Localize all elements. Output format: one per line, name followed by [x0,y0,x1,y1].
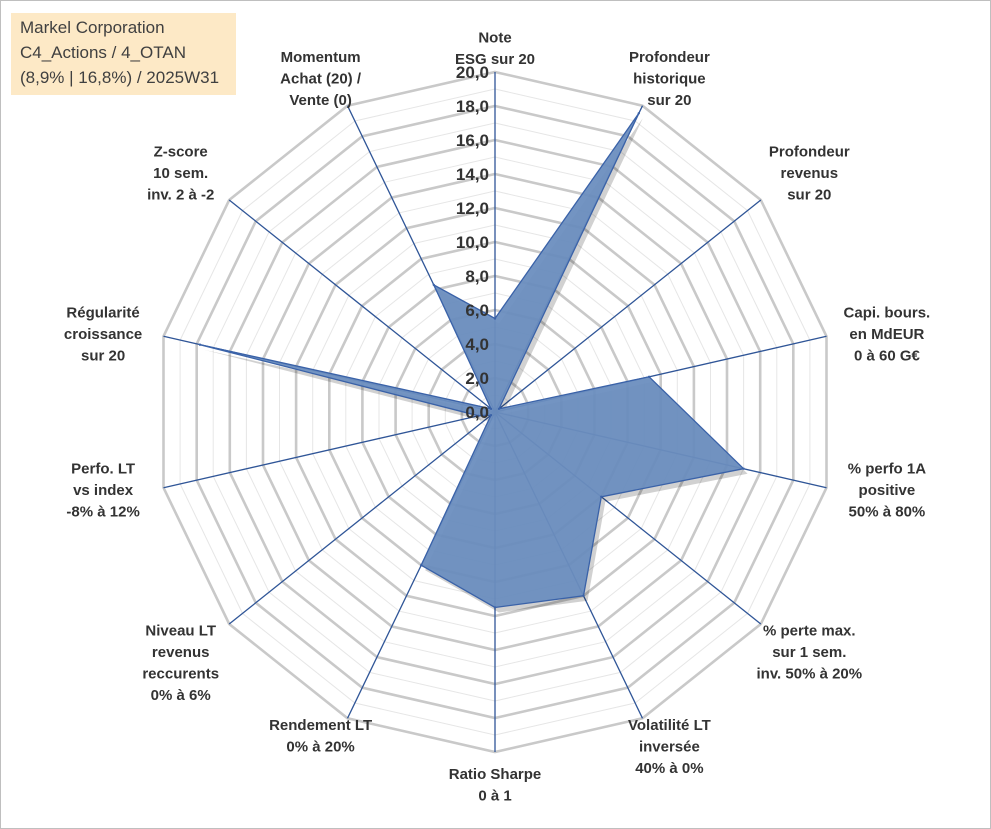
axis-label: Régularité croissance sur 20 [64,305,142,365]
data-point [647,375,651,378]
company-name: Markel Corporation [20,18,165,37]
axis-label: Z-score 10 sem. inv. 2 à -2 [147,143,214,203]
axis-label: % perfo 1A positive 50% à 80% [848,460,927,520]
data-series-area [199,112,745,609]
data-point [493,606,497,609]
axis-label: Perfo. LT vs index -8% à 12% [66,460,139,520]
axis-label: Volatilité LT inversée 40% à 0% [628,717,711,777]
axis-labels: Note ESG sur 20 Profondeur historique sur 20… [64,30,930,805]
axis-label: Momentum Achat (20) / Vente (0) [280,49,362,109]
title-box: Markel Corporation C4_Actions / 4_OTAN (… [11,13,236,95]
data-point [637,112,640,115]
axis-label: Niveau LT revenus reccurents 0% à 6% [142,623,219,705]
tick-label: 18,0 [456,97,489,116]
axis-spoke [494,199,762,413]
tick-label: 2,0 [465,369,489,388]
axis-label: Ratio Sharpe 0 à 1 [449,766,542,805]
data-series [198,112,748,613]
tick-label: 20,0 [456,63,489,82]
tick-label: 10,0 [456,233,489,252]
axis-spoke [163,411,496,489]
axis-label: % perte max. sur 1 sem. inv. 50% à 20% [756,623,862,683]
data-point [489,407,493,410]
axis-label: Profondeur revenus sur 20 [769,143,850,203]
tick-label: 4,0 [465,335,489,354]
stats-week-label: (8,9% | 16,8%) / 2025W31 [20,68,220,87]
tick-label: 0,0 [465,403,489,422]
data-point [600,495,603,498]
data-point [582,594,585,597]
tick-labels: 0,0 2,0 4,0 6,0 8,0 10,0 12,0 14,0 16,0 18,0 20,0 [456,63,489,422]
tick-label: 6,0 [465,301,489,320]
data-point [420,564,423,567]
data-point [432,283,435,287]
tick-label: 12,0 [456,199,489,218]
tick-label: 14,0 [456,165,489,184]
axis-spoke [228,411,496,625]
axis-label: Rendement LT 0% à 20% [269,717,372,756]
data-point [742,467,745,470]
axis-label: Note ESG sur 20 [455,30,535,69]
axis-label: Profondeur historique sur 20 [629,49,710,109]
data-point [497,407,501,410]
data-point [493,317,497,320]
data-point [477,414,480,417]
axis-label: Capi. bours. en MdEUR 0 à 60 G€ [844,305,931,365]
portfolio-label: C4_Actions / 4_OTAN [20,43,186,62]
tick-label: 8,0 [465,267,489,286]
data-point [198,343,202,346]
data-point [489,414,493,417]
tick-label: 16,0 [456,131,489,150]
axis-spoke [228,199,496,413]
